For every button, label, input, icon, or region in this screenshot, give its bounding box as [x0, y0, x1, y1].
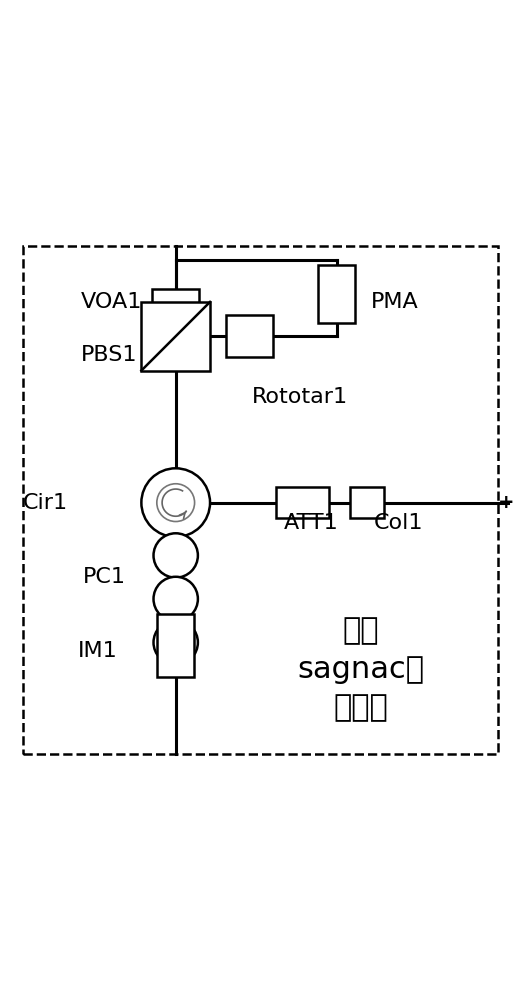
Bar [350, 487, 384, 518]
Circle shape [157, 484, 194, 522]
Circle shape [153, 620, 198, 665]
Bar [318, 265, 355, 323]
Circle shape [141, 468, 210, 537]
Bar [226, 315, 273, 357]
Text: IM1: IM1 [78, 641, 118, 661]
Text: PMA: PMA [371, 292, 419, 312]
Bar [157, 614, 194, 677]
Bar [141, 302, 210, 371]
Bar [276, 487, 329, 518]
Text: Cir1: Cir1 [22, 493, 67, 513]
Bar [152, 289, 200, 318]
Text: Col1: Col1 [374, 513, 423, 533]
Text: VOA1: VOA1 [81, 292, 142, 312]
Text: Rototar1: Rototar1 [252, 387, 348, 407]
Text: ATT1: ATT1 [284, 513, 339, 533]
Text: PBS1: PBS1 [81, 345, 137, 365]
Text: 第一
sagnac环
调制器: 第一 sagnac环 调制器 [297, 616, 424, 722]
Text: +: + [498, 493, 514, 512]
Circle shape [153, 577, 198, 621]
Text: PC1: PC1 [83, 567, 126, 587]
Circle shape [153, 533, 198, 578]
